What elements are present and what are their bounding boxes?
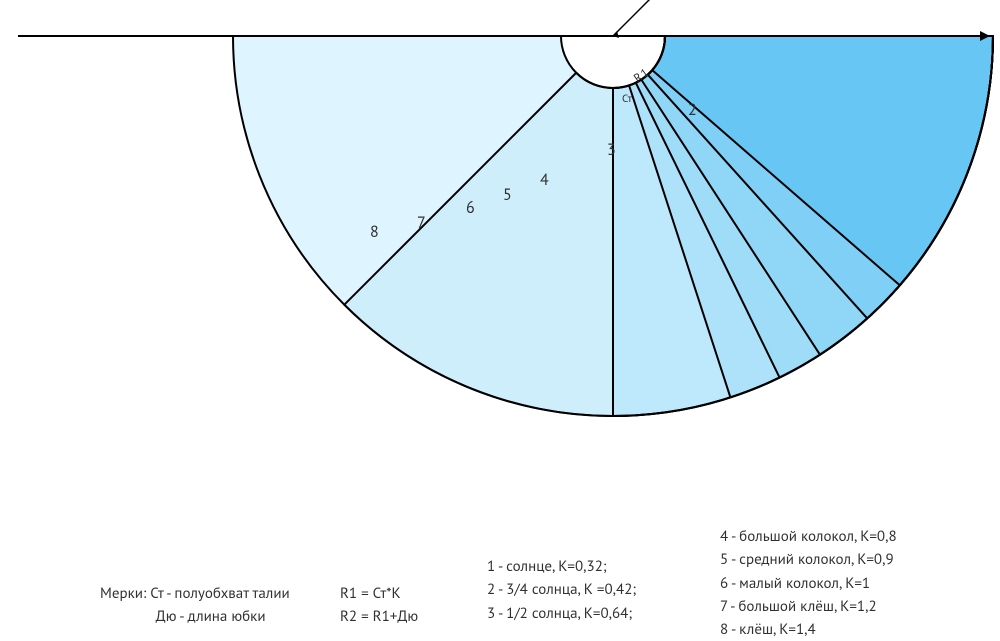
legend-item-6: 6 - малый колокол, К=1 [720, 574, 870, 593]
measurements-title: Мерки: [100, 584, 146, 603]
legend-right: 4 - большой колокол, К=0,8 5 - средний ко… [720, 525, 897, 641]
measurements-line2: Дю - длина юбки [156, 607, 266, 626]
formula-r1: R1 = Ст*К [340, 584, 401, 603]
legend-item-1: 1 - солнце, К=0,32; [487, 557, 607, 576]
sector-number-3: 3 [607, 140, 616, 160]
formula-block: R1 = Ст*К R2 = R1+Дю [340, 582, 418, 629]
sector-number-7: 7 [417, 213, 426, 233]
formula-r2: R2 = R1+Дю [340, 607, 418, 626]
label-ct: Ст [622, 92, 632, 106]
legend-left: 1 - солнце, К=0,32; 2 - 3/4 солнца, К =0,… [487, 555, 636, 625]
legend-item-5: 5 - средний колокол, К=0,9 [720, 550, 894, 569]
legend-item-2: 2 - 3/4 солнца, К =0,42; [487, 580, 636, 599]
sector-number-2: 2 [688, 100, 697, 120]
measurements-block: Мерки: Ст - полуобхват талии Дю - длина … [100, 582, 290, 629]
legend-item-8: 8 - клёш, К=1,4 [720, 620, 816, 639]
legend-item-4: 4 - большой колокол, К=0,8 [720, 527, 897, 546]
legend-item-7: 7 - большой клёш, К=1,2 [720, 597, 877, 616]
sector-number-4: 4 [540, 170, 549, 190]
sector-number-5: 5 [503, 185, 512, 205]
sector-number-8: 8 [370, 222, 379, 242]
legend-item-3: 3 - 1/2 солнца, К=0,64; [487, 604, 632, 623]
sector-number-6: 6 [466, 198, 475, 218]
measurements-line1: Ст - полуобхват талии [150, 584, 289, 603]
